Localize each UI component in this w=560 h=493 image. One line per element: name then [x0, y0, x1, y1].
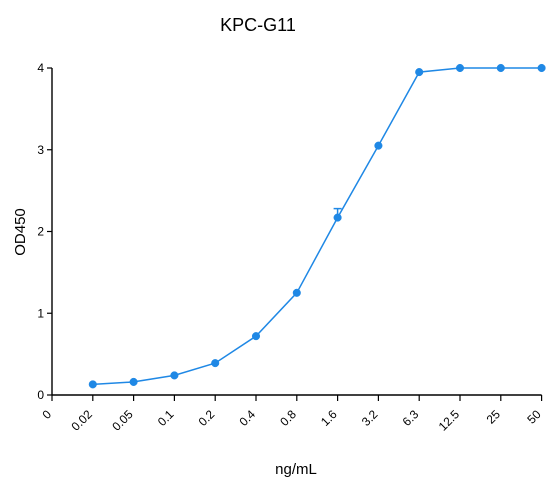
data-point	[333, 213, 342, 222]
y-tick-label: 2	[37, 225, 44, 239]
data-point	[129, 377, 138, 386]
data-point	[170, 371, 179, 380]
x-tick-label: 0.8	[277, 407, 299, 429]
x-tick-label: 0.4	[236, 407, 258, 429]
x-tick-label: 0.1	[155, 407, 177, 429]
x-tick-label: 6.3	[400, 407, 422, 429]
x-tick-label: 25	[484, 407, 504, 427]
x-tick-label: 0.02	[69, 407, 96, 434]
data-point	[415, 68, 424, 77]
x-tick-label: 3.2	[359, 407, 381, 429]
data-point	[374, 141, 383, 150]
y-tick-label: 0	[37, 388, 44, 402]
y-tick-label: 4	[37, 61, 44, 75]
x-tick-label: 0.2	[196, 407, 218, 429]
series-line	[92, 67, 542, 386]
data-point	[211, 359, 220, 368]
y-axis-label: OD450	[12, 208, 29, 256]
x-tick-label: 0	[39, 407, 54, 422]
chart-title: KPC-G11	[220, 15, 296, 35]
data-point	[88, 380, 97, 389]
data-point	[537, 63, 546, 73]
series-layer	[88, 63, 546, 389]
data-point	[292, 288, 301, 297]
x-tick-label: 50	[524, 407, 544, 427]
data-point	[251, 332, 261, 341]
x-tick-label: 1.6	[318, 407, 340, 429]
x-axis-label: ng/mL	[275, 461, 317, 478]
axes-layer: 0 1 2 3 4 0 0.02 0.05 0.1 0.2 0.4 0.8 1.6 3.2 6.3 12.5 2…	[37, 61, 544, 434]
data-point	[496, 63, 505, 73]
x-tick-label: 12.5	[436, 407, 463, 434]
y-tick-label: 1	[37, 306, 44, 320]
data-point	[455, 63, 465, 73]
y-tick-label: 3	[37, 143, 44, 157]
x-tick-label: 0.05	[109, 407, 136, 434]
